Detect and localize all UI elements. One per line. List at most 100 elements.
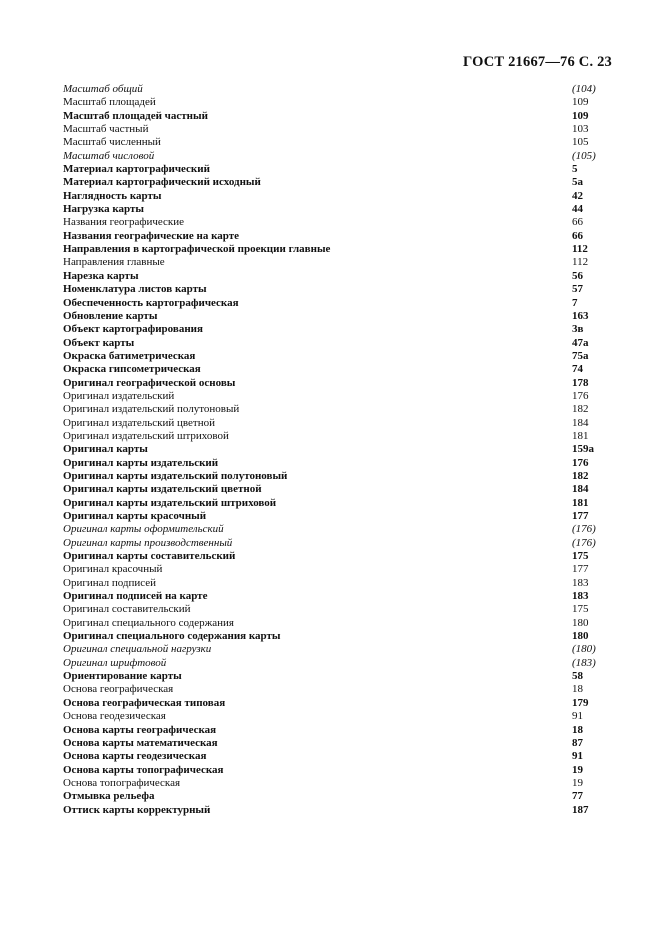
entry-reference-number: 182 — [572, 469, 589, 482]
index-entry: Обновление карты 163 — [63, 310, 623, 323]
entry-term: Оригинал шрифтовой — [63, 656, 167, 669]
index-entry: Основа географическая 18 — [63, 683, 623, 696]
entry-reference-number: 176 — [572, 389, 589, 402]
entry-term: Основа карты географическая — [63, 723, 217, 736]
entry-reference-number: 66 — [572, 229, 583, 242]
entry-reference-number: 179 — [572, 696, 589, 709]
entry-reference-number: 5а — [572, 176, 583, 189]
index-entry: Оригинал красочный 177 — [63, 563, 623, 576]
entry-reference-number: 182 — [572, 403, 589, 416]
index-entry: Объект карты 47а — [63, 337, 623, 350]
entry-reference-number: 112 — [572, 256, 589, 269]
index-entry: Нарезка карты 56 — [63, 270, 623, 283]
index-entry: Оригинал специальной нагрузки (180) — [63, 643, 623, 656]
entry-term: Материал картографический исходный — [63, 176, 261, 189]
index-entry: Масштаб численный 105 — [63, 136, 623, 149]
entry-term: Оригинал издательский — [63, 389, 175, 402]
entry-reference-number: 74 — [572, 363, 583, 376]
entry-reference-number: 66 — [572, 216, 583, 229]
entry-reference-number: 112 — [572, 243, 588, 256]
entry-term: Оригинал специального содержания карты — [63, 630, 281, 643]
index-entry: Основа географическая типовая 179 — [63, 697, 623, 710]
index-entry: Оригинал составительский 175 — [63, 603, 623, 616]
index-entry: Оригинал карты составительский 175 — [63, 550, 623, 563]
index-entry: Оригинал специального содержания 180 — [63, 617, 623, 630]
index-entry: Оригинал карты издательский штриховой 181 — [63, 497, 623, 510]
entry-reference-number: 91 — [572, 710, 583, 723]
index-entry: Номенклатура листов карты 57 — [63, 283, 623, 296]
index-entry: Оригинал карты оформительский (176) — [63, 523, 623, 536]
entry-reference-number: 177 — [572, 563, 589, 576]
entry-reference-number: 57 — [572, 283, 583, 296]
index-entry: Оригинал шрифтовой (183) — [63, 657, 623, 670]
entry-term: Объект карты — [63, 336, 135, 349]
entry-term: Основа карты топографическая — [63, 763, 224, 776]
entry-reference-number: 103 — [572, 123, 589, 136]
entry-reference-number: 184 — [572, 483, 589, 496]
entry-reference-number: 177 — [572, 510, 589, 522]
entry-term: Оттиск карты корректурный — [63, 803, 211, 816]
index-entry: Нагрузка карты 44 — [63, 203, 623, 216]
entry-term: Масштаб площадей частный — [63, 109, 208, 122]
entry-term: Основа геодезическая — [63, 710, 166, 723]
index-entry: Окраска батиметрическая 75а — [63, 350, 623, 363]
entry-term: Оригинал специальной нагрузки — [63, 643, 212, 656]
entry-term: Оригинал карты оформительский — [63, 523, 224, 536]
entry-term: Оригинал карты красочный — [63, 510, 207, 522]
entry-term: Обновление карты — [63, 309, 158, 322]
entry-reference-number: 175 — [572, 603, 589, 616]
entry-reference-number: 180 — [572, 616, 589, 629]
entry-term: Оригинал карты издательский полутоновый — [63, 469, 288, 482]
entry-reference-number: 18 — [572, 723, 583, 736]
entry-reference-number: (176) — [572, 523, 596, 536]
index-entry: Обеспеченность картографическая 7 — [63, 297, 623, 310]
entry-term: Основа карты математическая — [63, 736, 218, 749]
entry-term: Направления главные — [63, 256, 165, 269]
entry-term: Оригинал карты — [63, 443, 148, 456]
index-entry: Оригинал карты издательский 176 — [63, 457, 623, 470]
entry-reference-number: 42 — [572, 189, 583, 202]
entry-term: Оригинал составительский — [63, 603, 191, 616]
entry-term: Оригинал карты издательский — [63, 456, 219, 469]
entry-term: Масштаб числовой — [63, 149, 155, 162]
entry-reference-number: 7 — [572, 296, 578, 309]
entry-reference-number: 105 — [572, 136, 589, 149]
entry-term: Нагрузка карты — [63, 203, 145, 216]
entry-term: Нарезка карты — [63, 269, 139, 282]
entry-term: Материал картографический — [63, 163, 210, 176]
index-entry: Основа карты математическая 87 — [63, 737, 623, 750]
index-entry: Оригинал карты издательский полутоновый 1… — [63, 470, 623, 483]
entry-reference-number: 178 — [572, 376, 589, 389]
entry-reference-number: 159а — [572, 443, 594, 456]
entry-term: Наглядность карты — [63, 189, 162, 202]
entry-reference-number: 58 — [572, 670, 583, 683]
entry-reference-number: 5 — [572, 163, 578, 176]
index-entry: Оригинал карты производственный (176) — [63, 537, 623, 550]
index-entry: Оттиск карты корректурный 187 — [63, 804, 623, 817]
index-entry: Основа карты географическая 18 — [63, 724, 623, 737]
index-entry: Названия географические на карте 66 — [63, 230, 623, 243]
index-entry: Направления главные 112 — [63, 256, 623, 269]
entry-term: Оригинал издательский цветной — [63, 416, 215, 429]
entry-term: Основа географическая типовая — [63, 696, 226, 709]
index-entry: Основа топографическая 19 — [63, 777, 623, 790]
entry-reference-number: 184 — [572, 416, 589, 429]
entry-term: Названия географические на карте — [63, 229, 240, 242]
entry-reference-number: 47а — [572, 336, 589, 349]
entry-term: Оригинал карты производственный — [63, 536, 233, 549]
entry-reference-number: 187 — [572, 803, 589, 816]
entry-term: Масштаб площадей — [63, 96, 156, 109]
entry-reference-number: (176) — [572, 536, 596, 549]
index-entry: Основа карты топографическая 19 — [63, 764, 623, 777]
index-entry: Оригинал карты 159а — [63, 443, 623, 456]
index-entry: Масштаб площадей частный 109 — [63, 110, 623, 123]
index-entry: Масштаб числовой (105) — [63, 150, 623, 163]
entry-term: Оригинал издательский штриховой — [63, 429, 229, 442]
index-entry: Масштаб частный 103 — [63, 123, 623, 136]
entry-reference-number: 176 — [572, 456, 589, 469]
entry-reference-number: 44 — [572, 203, 583, 216]
index-entry: Оригинал подписей 183 — [63, 577, 623, 590]
entry-reference-number: 181 — [572, 429, 589, 442]
entry-term: Оригинал специального содержания — [63, 616, 234, 629]
entry-term: Оригинал издательский полутоновый — [63, 403, 240, 416]
